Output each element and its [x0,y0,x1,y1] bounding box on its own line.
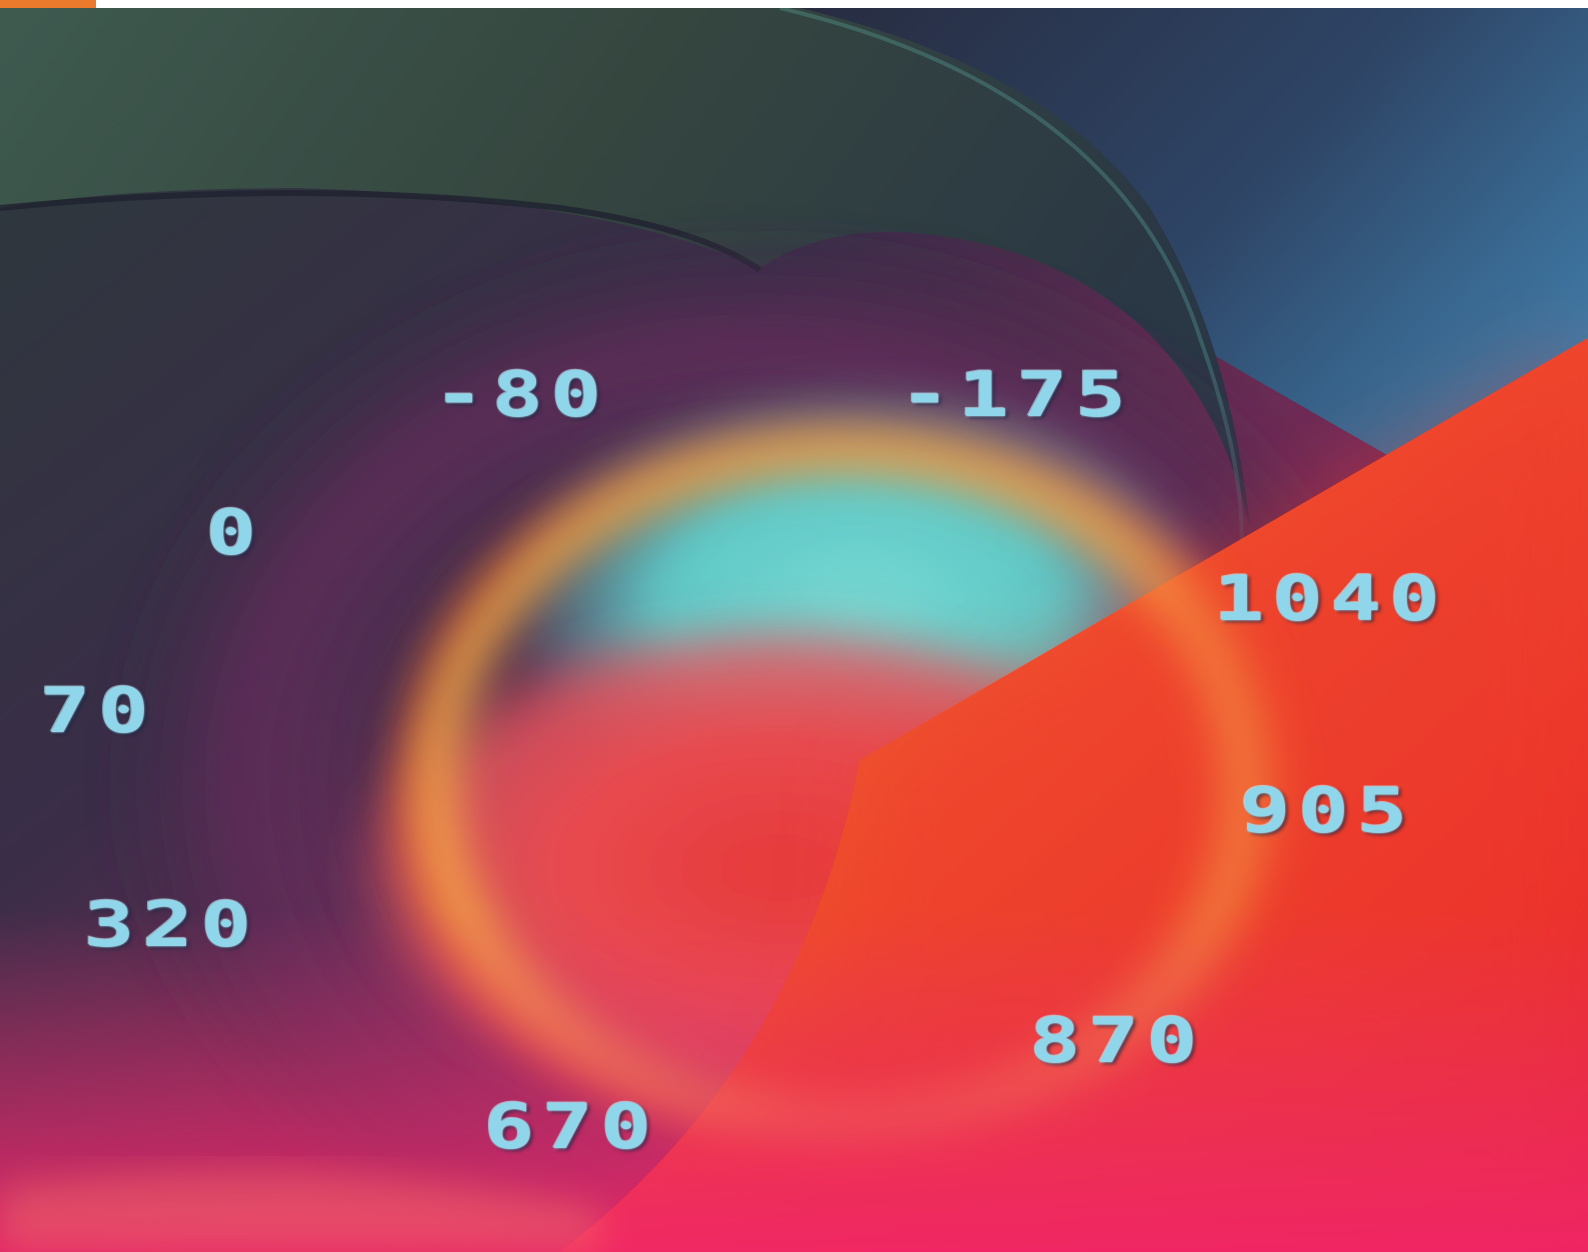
numeral-70: 70 [40,674,157,747]
top-white-strip [0,0,1588,8]
numeral-870: 870 [1030,1004,1206,1077]
numeral-minus-175: -175 [900,358,1134,431]
numeral-1040: 1040 [1214,562,1448,635]
numeral-670: 670 [484,1090,660,1163]
bottom-left-highlight [0,1172,600,1252]
upper-grey-band [0,8,1250,528]
numeral-minus-80: -80 [434,358,610,431]
artwork-svg [0,8,1588,1252]
orange-corner-tab [0,0,96,8]
numeral-0: 0 [206,496,265,569]
numeral-905: 905 [1240,774,1416,847]
numeral-320: 320 [84,888,260,961]
abstract-artwork: -80 -175 0 1040 70 905 320 870 670 [0,8,1588,1252]
